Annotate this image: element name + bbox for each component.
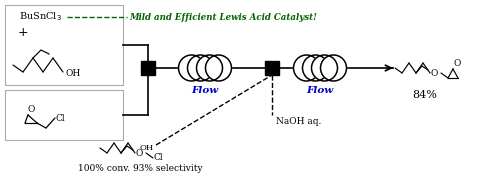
Text: O: O (454, 59, 462, 68)
Circle shape (178, 55, 204, 81)
Text: Cl: Cl (154, 154, 164, 162)
Text: Flow: Flow (306, 86, 334, 95)
Circle shape (312, 55, 338, 81)
Circle shape (196, 55, 222, 81)
Circle shape (294, 55, 320, 81)
Text: Mild and Efficient Lewis Acid Catalyst!: Mild and Efficient Lewis Acid Catalyst! (129, 13, 317, 21)
Circle shape (302, 55, 328, 81)
Text: O: O (27, 105, 34, 114)
Text: Cl: Cl (56, 114, 66, 122)
Text: OH: OH (140, 144, 154, 152)
Bar (141, 61, 155, 75)
Text: O: O (430, 68, 438, 78)
Text: +: + (18, 26, 28, 38)
Text: Flow: Flow (192, 86, 218, 95)
Text: 100% conv. 93% selectivity: 100% conv. 93% selectivity (78, 164, 202, 173)
Text: 84%: 84% (412, 90, 438, 100)
Circle shape (188, 55, 214, 81)
Bar (5, 90, 123, 140)
Text: NaOH aq.: NaOH aq. (276, 117, 322, 126)
Text: BuSnCl$_3$: BuSnCl$_3$ (19, 11, 62, 23)
Circle shape (206, 55, 232, 81)
Bar (265, 61, 279, 75)
Text: OH: OH (65, 68, 80, 78)
Bar (5, 5, 123, 85)
Circle shape (320, 55, 346, 81)
Text: O: O (136, 149, 142, 157)
